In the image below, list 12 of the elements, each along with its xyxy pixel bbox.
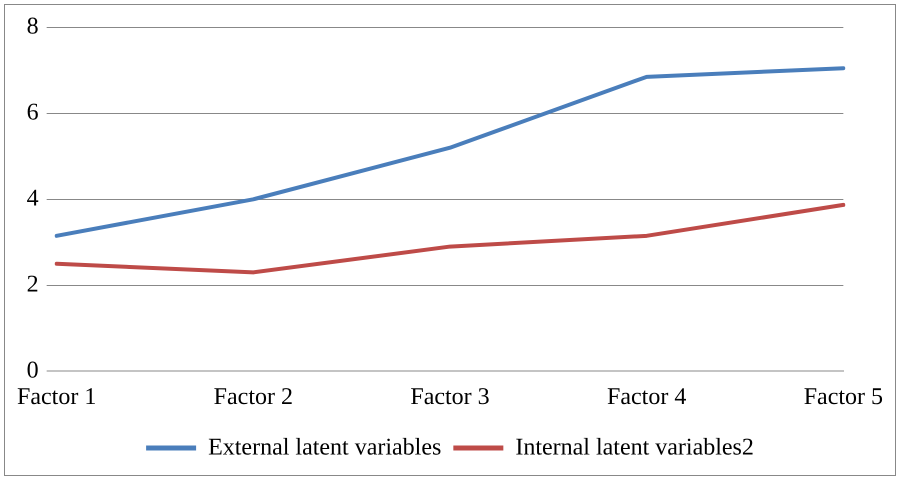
y-tick-label: 8: [26, 14, 39, 40]
x-tick-label: Factor 3: [410, 384, 490, 410]
x-tick-label: Factor 4: [607, 384, 686, 410]
y-tick-label: 4: [26, 186, 39, 212]
x-tick-label: Factor 5: [804, 384, 883, 410]
y-tick-label: 2: [26, 272, 39, 298]
y-tick-label: 0: [26, 357, 39, 384]
x-tick-label: Factor 2: [214, 384, 293, 410]
x-tick-label: Factor 1: [17, 384, 96, 410]
legend-label: Internal latent variables2: [515, 434, 754, 460]
y-tick-label: 6: [26, 100, 39, 126]
legend-label: External latent variables: [208, 434, 442, 460]
